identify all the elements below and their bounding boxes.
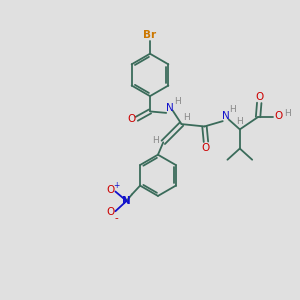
Text: H: H [183,113,190,122]
Text: O: O [274,111,282,122]
Text: O: O [256,92,264,102]
Text: O: O [128,114,136,124]
Text: O: O [106,207,114,218]
Text: O: O [202,142,210,153]
Text: H: H [284,109,291,118]
Text: O: O [106,185,114,195]
Text: N: N [166,103,174,113]
Text: H: H [236,117,243,126]
Text: Br: Br [143,31,157,40]
Text: N: N [222,111,230,121]
Text: H: H [174,97,181,106]
Text: N: N [122,196,131,206]
Text: H: H [229,106,236,115]
Text: H: H [152,136,158,145]
Text: -: - [115,213,119,223]
Text: +: + [114,181,120,190]
